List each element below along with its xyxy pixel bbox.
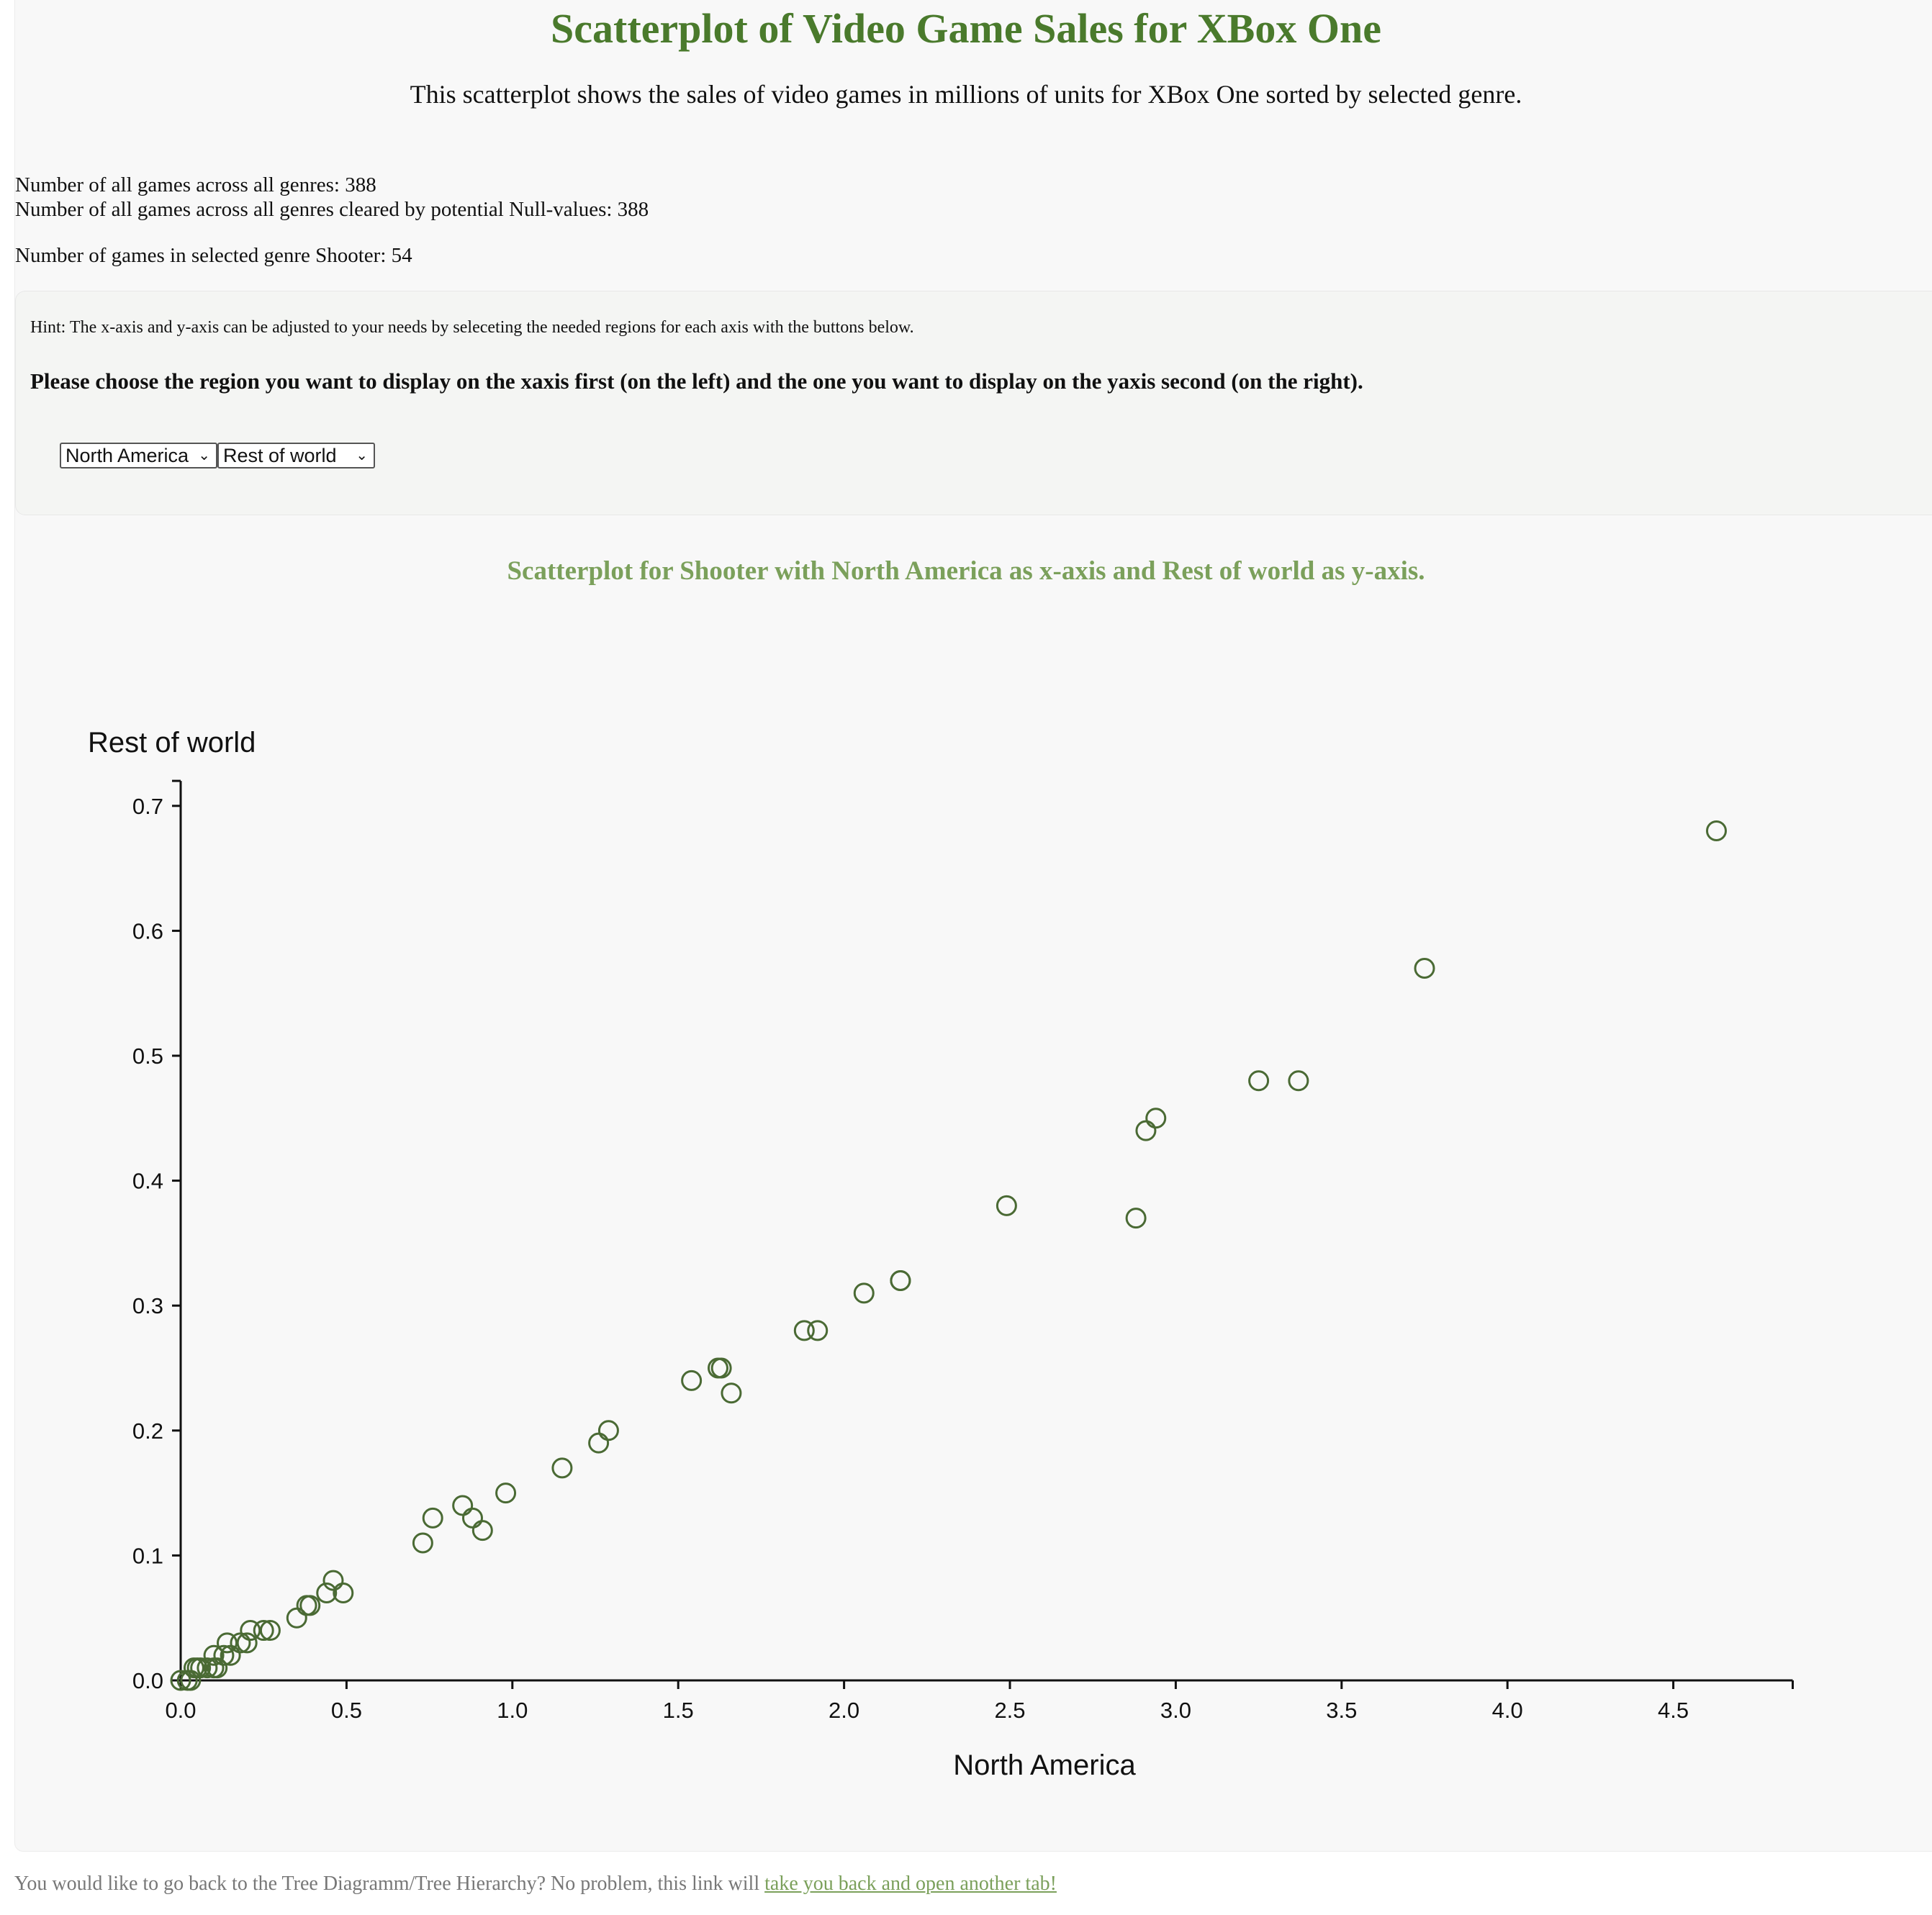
data-point [471, 1520, 493, 1541]
data-point [681, 1370, 703, 1391]
x-axis-label: North America [953, 1749, 1136, 1781]
data-point [597, 1420, 619, 1441]
data-point [452, 1495, 474, 1516]
y-axis-label: Rest of world [88, 727, 256, 759]
data-point [1414, 957, 1435, 979]
x-tick-label: 4.5 [1658, 1698, 1689, 1723]
data-point [1248, 1070, 1270, 1092]
chevron-down-icon: ⌄ [356, 448, 368, 463]
data-point [299, 1595, 321, 1616]
data-point [412, 1532, 433, 1554]
x-axis-select-value: North America [66, 445, 189, 466]
footer: You would like to go back to the Tree Di… [14, 1873, 1057, 1896]
x-tick-label: 3.0 [1160, 1698, 1191, 1723]
data-point [422, 1507, 443, 1529]
chart-points [170, 820, 1728, 1691]
chevron-down-icon: ⌄ [198, 448, 210, 463]
y-tick-label: 0.1 [132, 1543, 163, 1568]
data-point [1288, 1070, 1309, 1092]
stats-block: Number of all games across all genres: 3… [15, 173, 649, 268]
stat-genre-games: Number of games in selected genre Shoote… [15, 244, 412, 267]
x-tick-label: 2.0 [829, 1698, 859, 1723]
data-point [551, 1457, 573, 1479]
y-tick-label: 0.4 [132, 1169, 163, 1194]
data-point [213, 1644, 235, 1666]
x-tick-label: 0.5 [331, 1698, 362, 1723]
x-tick-label: 1.5 [663, 1698, 694, 1723]
y-tick-label: 0.3 [132, 1293, 163, 1318]
y-axis-select-value: Rest of world [223, 445, 337, 466]
data-point [996, 1195, 1017, 1216]
stat-all-games: Number of all games across all genres: 3… [15, 173, 376, 196]
data-point [1135, 1120, 1157, 1141]
x-axis-select[interactable]: North America ⌄ [60, 443, 217, 468]
data-point [197, 1657, 218, 1679]
data-point [1125, 1208, 1147, 1229]
data-point [253, 1620, 274, 1642]
y-tick-label: 0.7 [132, 794, 163, 819]
data-point [710, 1357, 732, 1379]
data-point [807, 1320, 829, 1341]
data-point [322, 1570, 344, 1591]
page-subtitle: This scatterplot shows the sales of vide… [410, 80, 1522, 109]
data-point [890, 1269, 911, 1291]
data-point [236, 1632, 258, 1654]
x-tick-label: 2.5 [994, 1698, 1025, 1723]
x-tick-label: 4.0 [1492, 1698, 1523, 1723]
stat-cleared-games: Number of all games across all genres cl… [15, 198, 649, 221]
x-tick-label: 3.5 [1326, 1698, 1357, 1723]
footer-text: You would like to go back to the Tree Di… [14, 1873, 765, 1895]
x-tick-label: 0.0 [165, 1698, 196, 1723]
hint-text: Hint: The x-axis and y-axis can be adjus… [30, 318, 914, 337]
y-tick-label: 0.5 [132, 1043, 163, 1069]
data-point [207, 1657, 228, 1679]
data-point [170, 1670, 191, 1691]
data-point [588, 1432, 610, 1454]
y-tick-label: 0.0 [132, 1668, 163, 1693]
chart-axes: 0.0 0.5 1.0 1.5 2.0 2.5 3.0 3.5 4.0 4.5 0.0 0.1 0.2 0… [132, 779, 1794, 1723]
data-point [1706, 820, 1728, 842]
back-link[interactable]: take you back and open another tab! [764, 1873, 1057, 1895]
data-point [462, 1507, 484, 1529]
chart-title: Scatterplot for Shooter with North Ameri… [507, 556, 1425, 586]
data-point [853, 1282, 875, 1304]
y-axis-select[interactable]: Rest of world ⌄ [217, 443, 375, 468]
data-point [1145, 1108, 1167, 1129]
instruction-text: Please choose the region you want to dis… [30, 368, 1363, 394]
x-tick-label: 1.0 [497, 1698, 528, 1723]
data-point [190, 1657, 212, 1679]
y-tick-label: 0.6 [132, 918, 163, 943]
controls-box [15, 291, 1932, 515]
page-title: Scatterplot of Video Game Sales for XBox… [551, 5, 1381, 52]
data-point [240, 1620, 261, 1642]
data-point [793, 1320, 815, 1341]
data-point [259, 1620, 281, 1642]
data-point [203, 1644, 225, 1666]
data-point [721, 1382, 742, 1404]
data-point [316, 1582, 338, 1603]
data-point [495, 1482, 517, 1504]
y-tick-label: 0.2 [132, 1418, 163, 1444]
data-point [217, 1632, 238, 1654]
